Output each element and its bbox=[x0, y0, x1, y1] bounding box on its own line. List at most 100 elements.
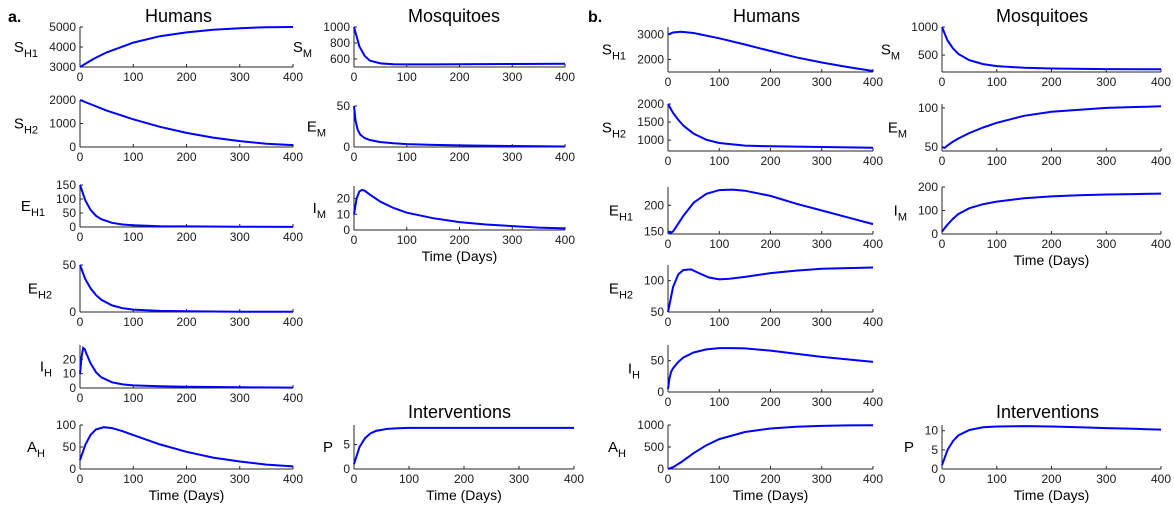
x-tick-label: 300 bbox=[509, 472, 529, 486]
y-tick-label: 50 bbox=[651, 354, 665, 368]
x-tick-label: 200 bbox=[176, 150, 196, 164]
x-axis-label: Time (Days) bbox=[1014, 487, 1090, 503]
y-tick-label: 3000 bbox=[637, 28, 664, 42]
x-tick-label: 200 bbox=[454, 472, 474, 486]
x-tick-label: 400 bbox=[1151, 154, 1171, 168]
y-tick-label: 0 bbox=[657, 385, 664, 399]
y-tick-label: 3000 bbox=[49, 60, 76, 74]
x-tick-label: 100 bbox=[123, 230, 143, 244]
x-tick-label: 300 bbox=[230, 70, 250, 84]
x-tick-label: 0 bbox=[77, 150, 84, 164]
series-line bbox=[667, 424, 874, 470]
y-axis-label: IM bbox=[313, 200, 326, 221]
y-tick-label: 10 bbox=[925, 424, 939, 438]
x-tick-label: 0 bbox=[351, 472, 358, 486]
x-tick-label: 300 bbox=[230, 315, 250, 329]
y-tick-label: 1000 bbox=[911, 20, 938, 34]
x-tick-label: 200 bbox=[1041, 154, 1061, 168]
y-axis-label: SM bbox=[881, 42, 900, 63]
y-axis-label: SH2 bbox=[14, 116, 38, 137]
x-tick-label: 100 bbox=[709, 315, 729, 329]
y-tick-label: 2000 bbox=[49, 93, 76, 107]
y-axis-label: IH bbox=[40, 359, 52, 380]
x-tick-label: 200 bbox=[1041, 75, 1061, 89]
y-tick-label: 1000 bbox=[637, 418, 664, 432]
y-tick-label: 0 bbox=[69, 462, 76, 476]
x-tick-label: 100 bbox=[709, 395, 729, 409]
x-tick-label: 300 bbox=[1096, 472, 1116, 486]
x-tick-label: 100 bbox=[709, 75, 729, 89]
y-tick-label: 1000 bbox=[49, 117, 76, 131]
x-tick-label: 200 bbox=[176, 315, 196, 329]
x-tick-label: 100 bbox=[709, 154, 729, 168]
x-tick-label: 0 bbox=[939, 472, 946, 486]
y-tick-label: 500 bbox=[918, 48, 938, 62]
y-tick-label: 100 bbox=[644, 274, 664, 288]
subplot-a-ah: 0 100 200 300 400 0 50 100 AH Time (Days) bbox=[27, 418, 303, 503]
y-tick-label: 5 bbox=[931, 443, 938, 457]
x-tick-label: 200 bbox=[760, 315, 780, 329]
series-line bbox=[941, 105, 1162, 150]
y-tick-label: 50 bbox=[63, 440, 77, 454]
y-tick-label: 10 bbox=[337, 207, 351, 221]
y-tick-label: 0 bbox=[69, 305, 76, 319]
y-tick-label: 100 bbox=[56, 418, 76, 432]
series-line bbox=[79, 99, 294, 147]
y-tick-label: 10 bbox=[63, 367, 77, 381]
y-tick-label: 0 bbox=[69, 381, 76, 395]
y-tick-label: 0 bbox=[69, 220, 76, 234]
series-line bbox=[667, 103, 874, 149]
subplot-b-im: 0 100 200 300 400 0 100 200 IM Time (Days) bbox=[894, 180, 1172, 268]
y-axis-label: SH2 bbox=[602, 120, 626, 141]
y-tick-label: 0 bbox=[657, 462, 664, 476]
x-axis-label: Time (Days) bbox=[149, 487, 225, 503]
x-tick-label: 100 bbox=[397, 70, 417, 84]
x-tick-label: 200 bbox=[176, 230, 196, 244]
series-line bbox=[667, 347, 874, 390]
x-tick-label: 100 bbox=[987, 237, 1007, 251]
y-tick-label: 500 bbox=[644, 440, 664, 454]
x-tick-label: 0 bbox=[351, 70, 358, 84]
y-tick-label: 50 bbox=[63, 258, 77, 272]
y-tick-label: 0 bbox=[343, 140, 350, 154]
subplot-a-sh2: 0 100 200 300 400 0 1000 2000 SH2 bbox=[14, 93, 303, 164]
panel-b-humans-title: Humans bbox=[733, 6, 800, 26]
y-axis-label: AH bbox=[27, 439, 45, 460]
x-tick-label: 300 bbox=[812, 237, 832, 251]
x-tick-label: 200 bbox=[176, 391, 196, 405]
x-tick-label: 400 bbox=[863, 75, 883, 89]
y-axis-label: P bbox=[904, 439, 914, 456]
x-tick-label: 100 bbox=[987, 154, 1007, 168]
y-axis-label: EH1 bbox=[21, 198, 45, 219]
series-line bbox=[667, 30, 874, 72]
x-tick-label: 0 bbox=[77, 315, 84, 329]
panel-b-label: b. bbox=[588, 9, 602, 26]
y-tick-label: 1000 bbox=[323, 20, 350, 34]
x-tick-label: 0 bbox=[77, 472, 84, 486]
subplot-b-sh2: 0 100 200 300 400 1000 1500 2000 SH2 bbox=[602, 97, 883, 168]
x-tick-label: 200 bbox=[449, 233, 469, 247]
x-tick-label: 0 bbox=[939, 75, 946, 89]
y-axis-label: AH bbox=[608, 439, 626, 460]
subplot-b-eh1: 0 100 200 300 400 150 200 EH1 bbox=[609, 187, 883, 251]
x-tick-label: 400 bbox=[555, 233, 575, 247]
x-tick-label: 200 bbox=[1041, 237, 1061, 251]
series-line bbox=[667, 266, 874, 313]
y-tick-label: 600 bbox=[330, 52, 350, 66]
y-tick-label: 1500 bbox=[637, 115, 664, 129]
subplot-a-em: 0 100 200 300 400 0 50 EM bbox=[307, 99, 576, 164]
subplot-a-eh2: 0 100 200 300 400 0 50 EH2 bbox=[28, 258, 303, 329]
series-line bbox=[353, 105, 566, 148]
x-tick-label: 400 bbox=[555, 150, 575, 164]
subplot-b-em: 0 100 200 300 400 50 100 EM bbox=[888, 101, 1172, 168]
x-tick-label: 200 bbox=[176, 70, 196, 84]
x-axis-label: Time (Days) bbox=[422, 248, 498, 264]
x-tick-label: 300 bbox=[812, 75, 832, 89]
y-tick-label: 0 bbox=[343, 223, 350, 237]
subplot-b-sm: 0 100 200 300 400 500 1000 SM bbox=[881, 20, 1172, 89]
y-tick-label: 100 bbox=[56, 192, 76, 206]
x-tick-label: 200 bbox=[449, 70, 469, 84]
